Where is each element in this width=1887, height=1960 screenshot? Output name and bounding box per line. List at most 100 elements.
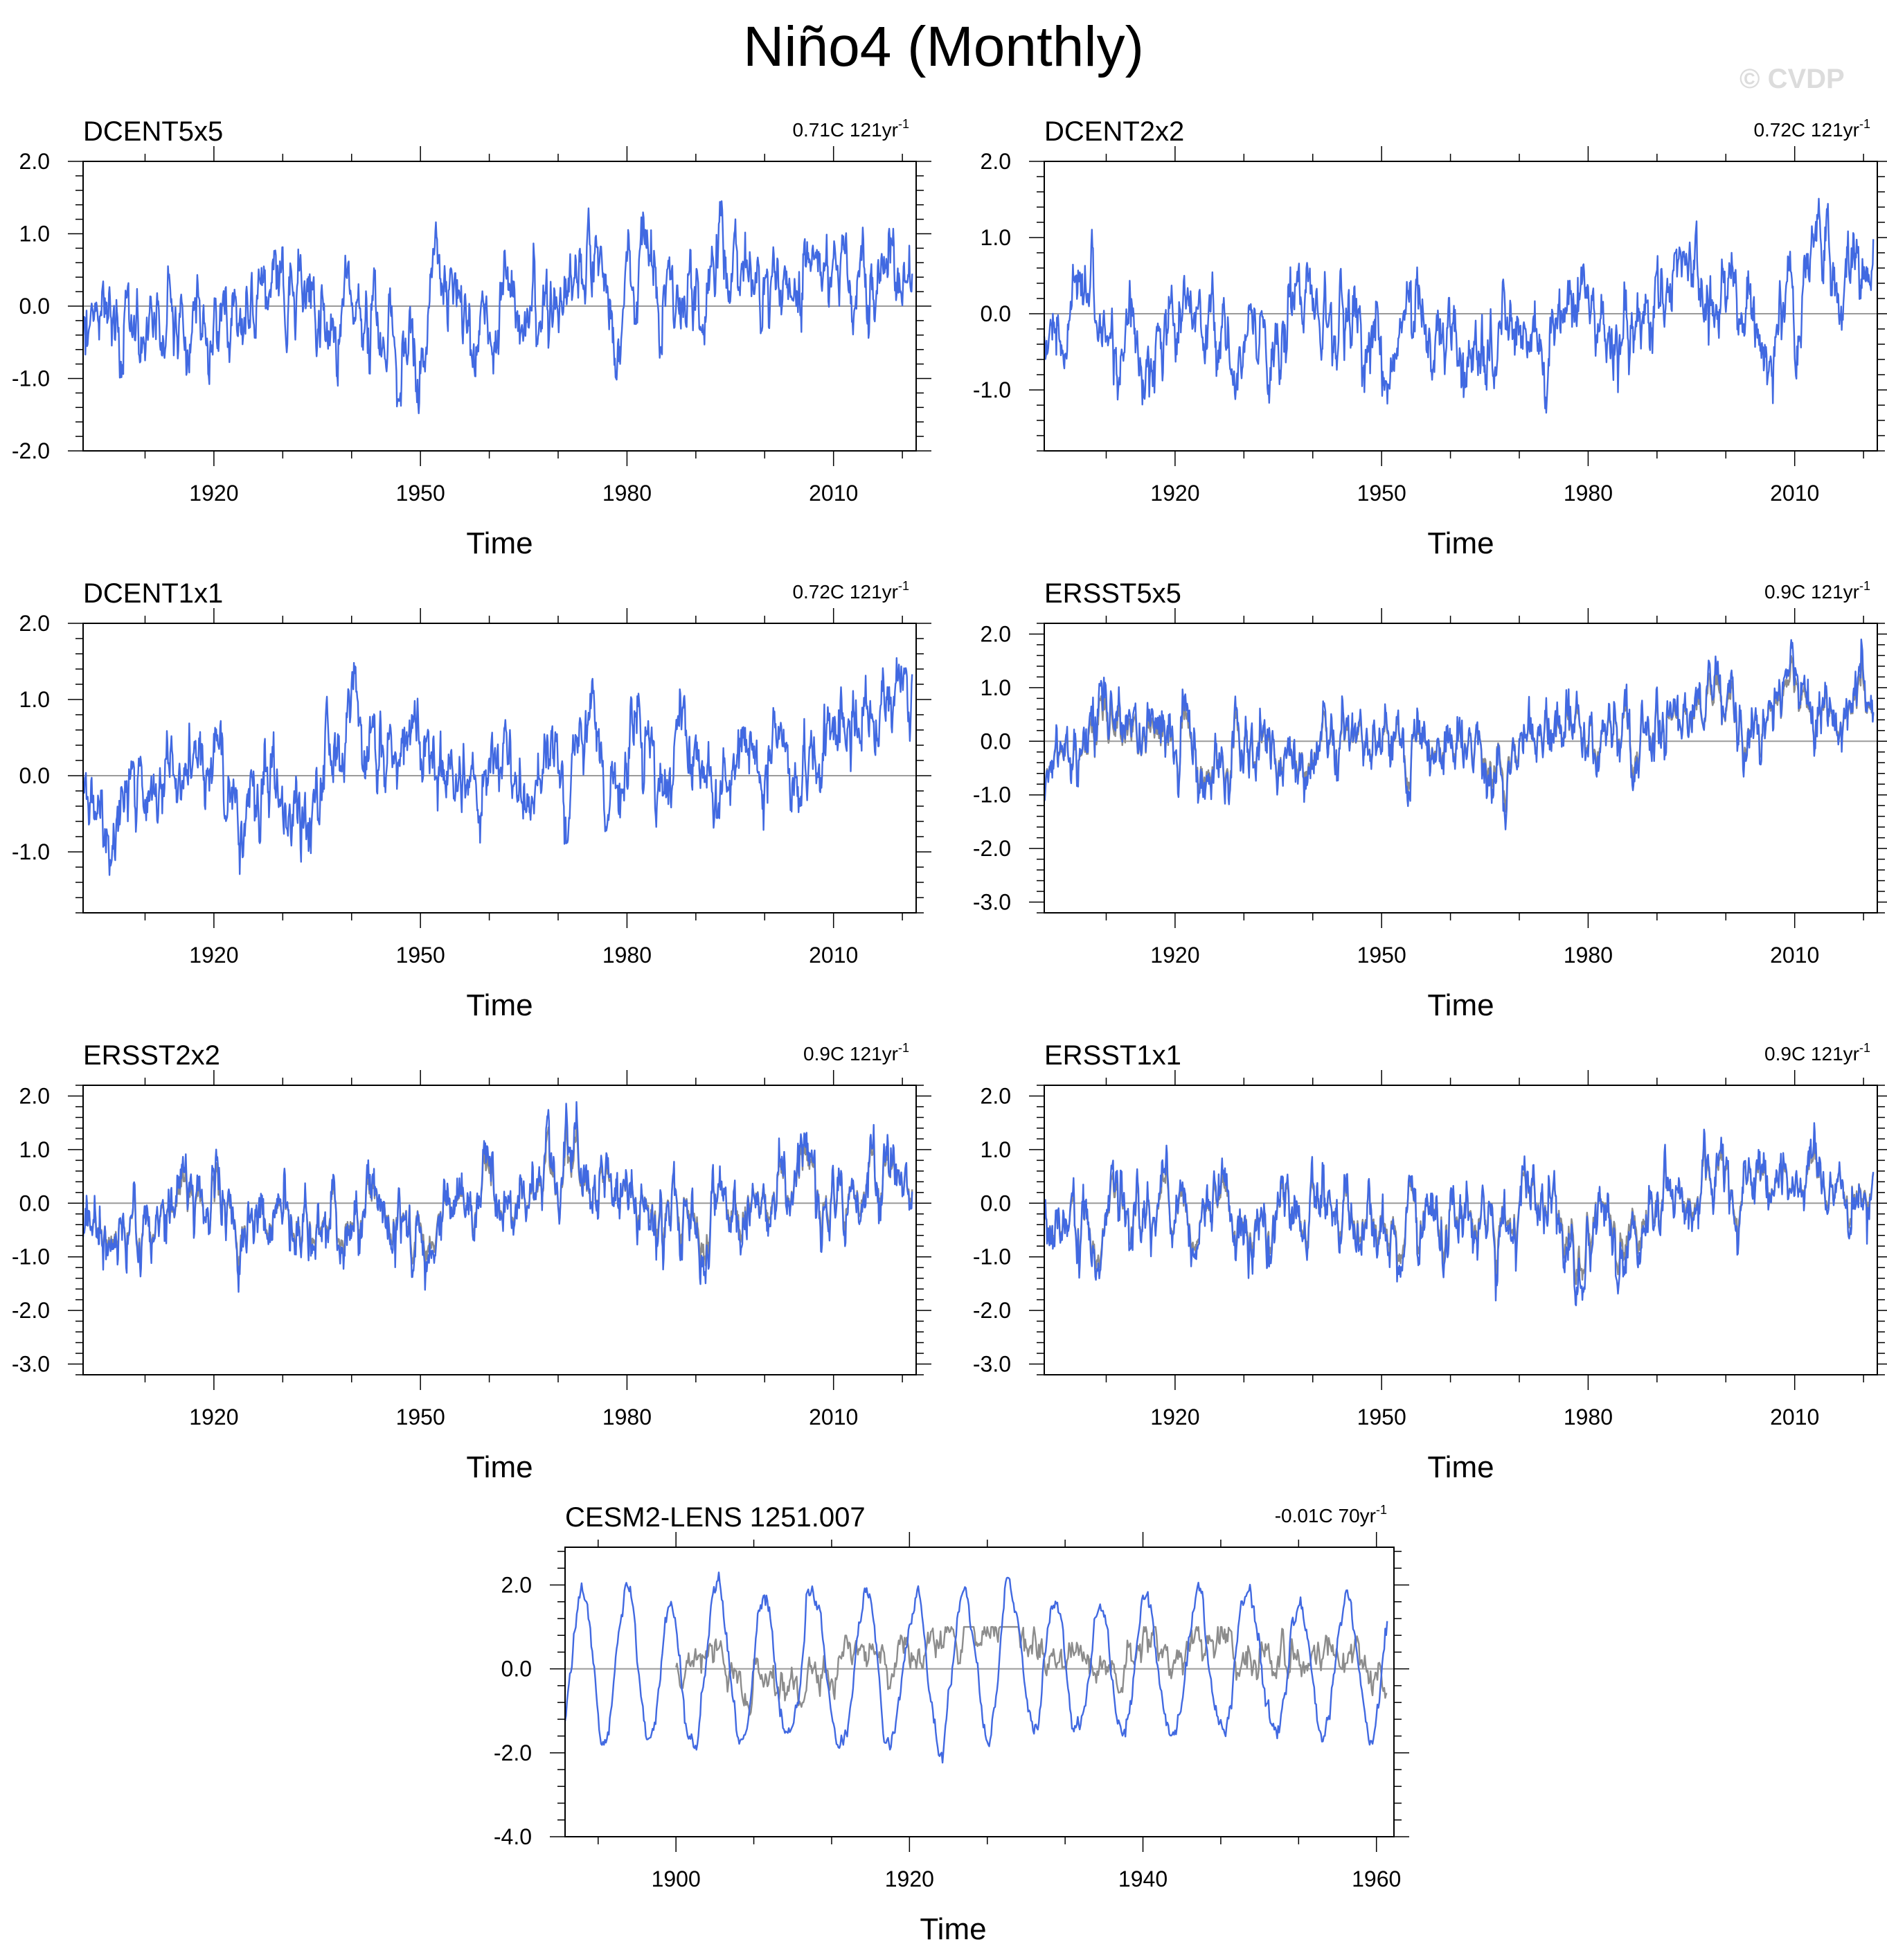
chart-panel-3: DCENT1x1 0.72C 121yr-1 -1.0 0.0 1.0 2.0 1920 19…	[12, 578, 931, 1022]
x-tick-label: 2010	[809, 943, 858, 968]
x-tick-label: 2010	[1770, 1405, 1819, 1429]
y-tick-label: 2.0	[501, 1573, 532, 1598]
panel-stat: 0.72C 121yr-1	[792, 579, 909, 603]
figure-title: Niño4 (Monthly)	[743, 15, 1144, 78]
chart-panel-2: DCENT2x2 0.72C 121yr-1 -1.0 0.0 1.0 2.0 1920 19…	[973, 116, 1887, 560]
series-line-ersst1x1	[1043, 1122, 1875, 1306]
y-tick-label: 1.0	[981, 675, 1011, 700]
x-tick-label: 1980	[602, 1405, 652, 1429]
x-axis-label: Time	[466, 526, 533, 560]
plot-frame	[82, 623, 917, 914]
x-axis-label: Time	[466, 1450, 533, 1484]
chart-panel-4: ERSST5x5 0.9C 121yr-1 -3.0 -2.0 -1.0 0.0 1.0 2.…	[973, 578, 1887, 1022]
x-tick-label: 2010	[1770, 943, 1819, 968]
y-tick-label: 0.0	[19, 294, 50, 319]
x-tick-label: 1950	[396, 481, 445, 506]
x-axis-label: Time	[1427, 526, 1494, 560]
y-tick-label: -3.0	[12, 1352, 50, 1377]
panel-stat-superscript: -1	[898, 117, 909, 131]
panel-stat: 0.9C 121yr-1	[803, 1041, 909, 1064]
y-tick-label: 0.0	[981, 301, 1011, 326]
panel-title: DCENT2x2	[1044, 116, 1184, 147]
y-tick-label: 2.0	[19, 611, 50, 636]
y-tick-label: -3.0	[973, 1352, 1011, 1377]
series-line-obs	[1043, 1134, 1875, 1285]
panel-title: ERSST5x5	[1044, 578, 1181, 609]
x-tick-label: 1920	[189, 943, 238, 968]
panel-stat-superscript: -1	[1859, 579, 1870, 593]
panel-stat: -0.01C 70yr-1	[1275, 1503, 1387, 1526]
plot-frame	[1044, 1085, 1878, 1375]
panel-stat-superscript: -1	[1859, 1041, 1870, 1055]
x-tick-label: 1920	[1150, 1405, 1199, 1429]
series-line-dcent2x2	[1043, 197, 1875, 414]
panel-stat-superscript: -1	[898, 1041, 909, 1055]
series-line-obs	[675, 1625, 1388, 1716]
y-tick-label: 1.0	[19, 222, 50, 247]
series-line-ersst5x5	[1043, 639, 1875, 830]
x-tick-label: 1980	[602, 943, 652, 968]
x-tick-label: 1980	[1564, 943, 1613, 968]
x-tick-label: 1980	[1564, 1405, 1613, 1429]
chart-panel-7: CESM2-LENS 1251.007 -0.01C 70yr-1 -4.0 -2.0…	[494, 1502, 1409, 1946]
x-tick-label: 1920	[189, 481, 238, 506]
cvdp-watermark: © CVDP	[1740, 64, 1845, 94]
x-tick-label: 1950	[1357, 1405, 1406, 1429]
y-tick-label: -1.0	[12, 1245, 50, 1269]
y-tick-label: 0.0	[19, 763, 50, 788]
x-axis-label: Time	[1427, 988, 1494, 1022]
plot-frame	[1044, 623, 1878, 914]
y-tick-label: 2.0	[981, 149, 1011, 174]
series-line-dcent1x1	[82, 657, 913, 876]
panel-stat-superscript: -1	[898, 579, 909, 593]
x-tick-label: 2010	[1770, 481, 1819, 506]
y-tick-label: -2.0	[12, 1298, 50, 1323]
chart-panel-5: ERSST2x2 0.9C 121yr-1 -3.0 -2.0 -1.0 0.0 1.0 2.…	[12, 1040, 931, 1484]
y-tick-label: -1.0	[12, 839, 50, 864]
chart-panel-6: ERSST1x1 0.9C 121yr-1 -3.0 -2.0 -1.0 0.0 1.0 2.…	[973, 1040, 1887, 1484]
x-tick-label: 2010	[809, 1405, 858, 1429]
panel-stat-superscript: -1	[1376, 1503, 1387, 1517]
y-tick-label: 0.0	[19, 1191, 50, 1215]
y-tick-label: -4.0	[494, 1824, 532, 1849]
y-tick-label: 0.0	[501, 1657, 532, 1682]
x-tick-label: 1940	[1118, 1867, 1168, 1891]
panel-title: ERSST1x1	[1044, 1040, 1181, 1071]
panel-stat: 0.71C 121yr-1	[792, 117, 909, 141]
x-axis-label: Time	[466, 988, 533, 1022]
y-tick-label: -2.0	[973, 836, 1011, 861]
panel-title: ERSST2x2	[83, 1040, 220, 1071]
x-tick-label: 2010	[809, 481, 858, 506]
y-tick-label: 2.0	[981, 1083, 1011, 1108]
chart-panel-1: DCENT5x5 0.71C 121yr-1 -2.0 -1.0 0.0 1.0 2.0 19…	[12, 116, 931, 560]
x-tick-label: 1920	[885, 1867, 934, 1891]
x-tick-label: 1980	[602, 481, 652, 506]
y-tick-label: 1.0	[19, 1137, 50, 1162]
y-tick-label: 0.0	[981, 729, 1011, 754]
panel-stat: 0.9C 121yr-1	[1764, 1041, 1870, 1064]
x-axis-label: Time	[920, 1912, 986, 1946]
x-tick-label: 1900	[652, 1867, 701, 1891]
y-tick-label: -1.0	[12, 366, 50, 391]
x-axis-label: Time	[1427, 1450, 1494, 1484]
x-tick-label: 1920	[189, 1405, 238, 1429]
y-tick-label: -2.0	[973, 1298, 1011, 1323]
y-tick-label: -2.0	[12, 438, 50, 463]
x-tick-label: 1950	[396, 1405, 445, 1429]
x-tick-label: 1950	[1357, 481, 1406, 506]
y-tick-label: -1.0	[973, 783, 1011, 808]
panel-stat: 0.9C 121yr-1	[1764, 579, 1870, 603]
x-tick-label: 1960	[1352, 1867, 1401, 1891]
panel-title: CESM2-LENS 1251.007	[565, 1502, 866, 1533]
y-tick-label: 1.0	[981, 1137, 1011, 1162]
y-tick-label: -1.0	[973, 1245, 1011, 1269]
x-tick-label: 1950	[1357, 943, 1406, 968]
panel-title: DCENT5x5	[83, 116, 223, 147]
series-line-dcent5x5	[82, 200, 913, 414]
y-tick-label: 2.0	[19, 1083, 50, 1108]
panel-stat-superscript: -1	[1859, 117, 1870, 131]
x-tick-label: 1920	[1150, 481, 1199, 506]
y-tick-label: -2.0	[494, 1740, 532, 1765]
series-line-cesm2-lens-1251-007	[564, 1571, 1388, 1764]
